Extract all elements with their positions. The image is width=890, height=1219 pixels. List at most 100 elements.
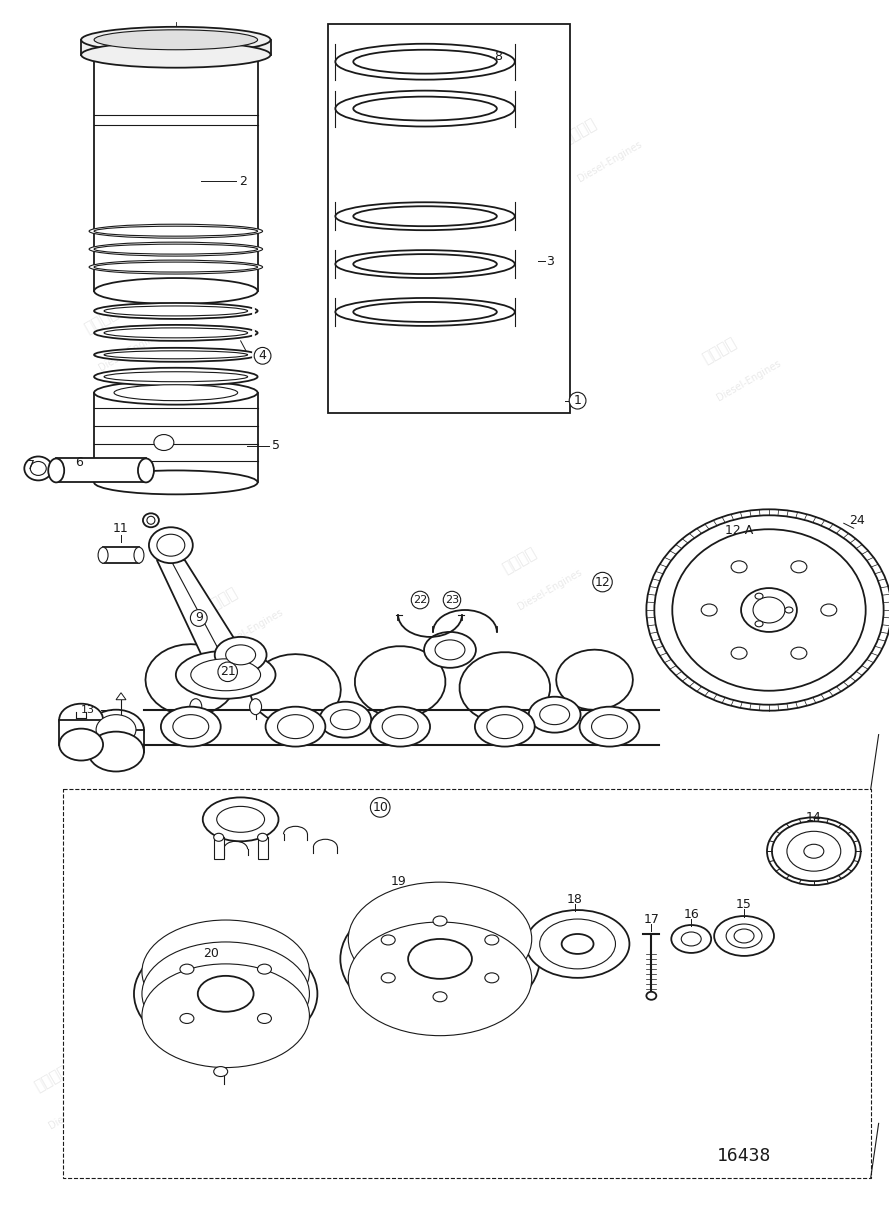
Ellipse shape (190, 698, 202, 714)
Ellipse shape (173, 714, 209, 739)
Ellipse shape (433, 992, 447, 1002)
Ellipse shape (214, 1067, 228, 1076)
Text: 16: 16 (684, 908, 700, 920)
Ellipse shape (60, 729, 103, 761)
Ellipse shape (424, 631, 476, 668)
Ellipse shape (81, 27, 271, 52)
Ellipse shape (726, 924, 762, 948)
Text: 12: 12 (595, 575, 611, 589)
Text: 紫发动力: 紫发动力 (82, 305, 121, 336)
Ellipse shape (198, 976, 254, 1012)
Ellipse shape (60, 703, 103, 735)
Bar (88, 730, 144, 752)
Bar (63, 790, 870, 1179)
Text: 紫发动力: 紫发动力 (261, 1063, 300, 1095)
Text: Diesel-Engines: Diesel-Engines (645, 1086, 713, 1131)
Ellipse shape (94, 29, 257, 50)
Ellipse shape (94, 278, 257, 304)
Ellipse shape (114, 385, 238, 401)
Text: 8: 8 (494, 50, 502, 63)
Text: 17: 17 (643, 913, 659, 925)
Ellipse shape (143, 513, 159, 528)
Text: 18: 18 (567, 892, 583, 906)
Text: Diesel-Engines: Diesel-Engines (676, 826, 743, 872)
Ellipse shape (94, 227, 257, 236)
Text: 紫发动力: 紫发动力 (780, 564, 819, 596)
Ellipse shape (741, 588, 797, 631)
Ellipse shape (149, 528, 193, 563)
Ellipse shape (94, 262, 257, 272)
Text: 19: 19 (391, 875, 406, 887)
Ellipse shape (353, 206, 497, 227)
Text: 紫发动力: 紫发动力 (630, 1063, 669, 1095)
Text: 紫发动力: 紫发动力 (201, 584, 240, 616)
Ellipse shape (94, 325, 257, 341)
Ellipse shape (30, 462, 46, 475)
Ellipse shape (161, 707, 221, 746)
Text: 11: 11 (113, 522, 129, 535)
Ellipse shape (81, 41, 271, 68)
Ellipse shape (381, 935, 395, 945)
Text: 紫发动力: 紫发动力 (500, 545, 539, 575)
Ellipse shape (142, 942, 310, 1046)
Text: 14: 14 (806, 811, 821, 824)
Ellipse shape (94, 471, 257, 495)
Ellipse shape (435, 640, 465, 659)
Ellipse shape (671, 567, 747, 623)
Ellipse shape (203, 797, 279, 841)
Ellipse shape (320, 702, 371, 737)
Ellipse shape (142, 920, 310, 1024)
Ellipse shape (714, 915, 774, 956)
Ellipse shape (353, 50, 497, 73)
Text: 紫发动力: 紫发动力 (659, 803, 699, 835)
Ellipse shape (526, 911, 629, 978)
Ellipse shape (731, 561, 747, 573)
Ellipse shape (336, 44, 514, 79)
Text: Diesel-Engines: Diesel-Engines (576, 139, 643, 184)
Ellipse shape (654, 516, 884, 705)
Ellipse shape (94, 304, 257, 319)
Text: 2: 2 (239, 174, 247, 188)
Bar (328, 24, 570, 412)
Ellipse shape (433, 915, 447, 926)
Ellipse shape (539, 705, 570, 724)
Ellipse shape (804, 845, 824, 858)
Ellipse shape (336, 90, 514, 127)
Text: 22: 22 (413, 595, 427, 605)
Polygon shape (355, 646, 445, 717)
Text: 13: 13 (81, 705, 95, 714)
Ellipse shape (48, 458, 64, 483)
Ellipse shape (278, 714, 313, 739)
Ellipse shape (214, 834, 223, 841)
Ellipse shape (821, 605, 837, 616)
Ellipse shape (539, 919, 616, 969)
Text: 10: 10 (372, 801, 388, 814)
Ellipse shape (353, 96, 497, 121)
Ellipse shape (336, 202, 514, 230)
Text: 紫发动力: 紫发动力 (560, 116, 599, 147)
Text: 7: 7 (28, 458, 36, 472)
Ellipse shape (180, 1013, 194, 1024)
Text: 24: 24 (849, 513, 864, 527)
Text: Diesel-Engines: Diesel-Engines (716, 358, 783, 403)
Text: 15: 15 (736, 897, 752, 911)
Bar (94, 55, 257, 291)
Ellipse shape (671, 925, 711, 953)
Ellipse shape (755, 620, 763, 627)
Text: Diesel-Engines: Diesel-Engines (516, 568, 584, 612)
Text: 紫发动力: 紫发动力 (700, 335, 739, 367)
Polygon shape (459, 652, 550, 723)
Ellipse shape (475, 707, 535, 746)
Text: 23: 23 (445, 595, 459, 605)
Ellipse shape (755, 594, 763, 600)
Ellipse shape (94, 368, 257, 385)
Ellipse shape (98, 547, 108, 563)
Text: 紫发动力: 紫发动力 (82, 834, 121, 864)
Ellipse shape (791, 561, 807, 573)
Ellipse shape (370, 707, 430, 746)
Ellipse shape (579, 707, 639, 746)
Ellipse shape (96, 714, 136, 745)
Ellipse shape (94, 244, 257, 254)
Ellipse shape (214, 636, 267, 673)
Text: Diesel-Engines: Diesel-Engines (97, 857, 165, 902)
